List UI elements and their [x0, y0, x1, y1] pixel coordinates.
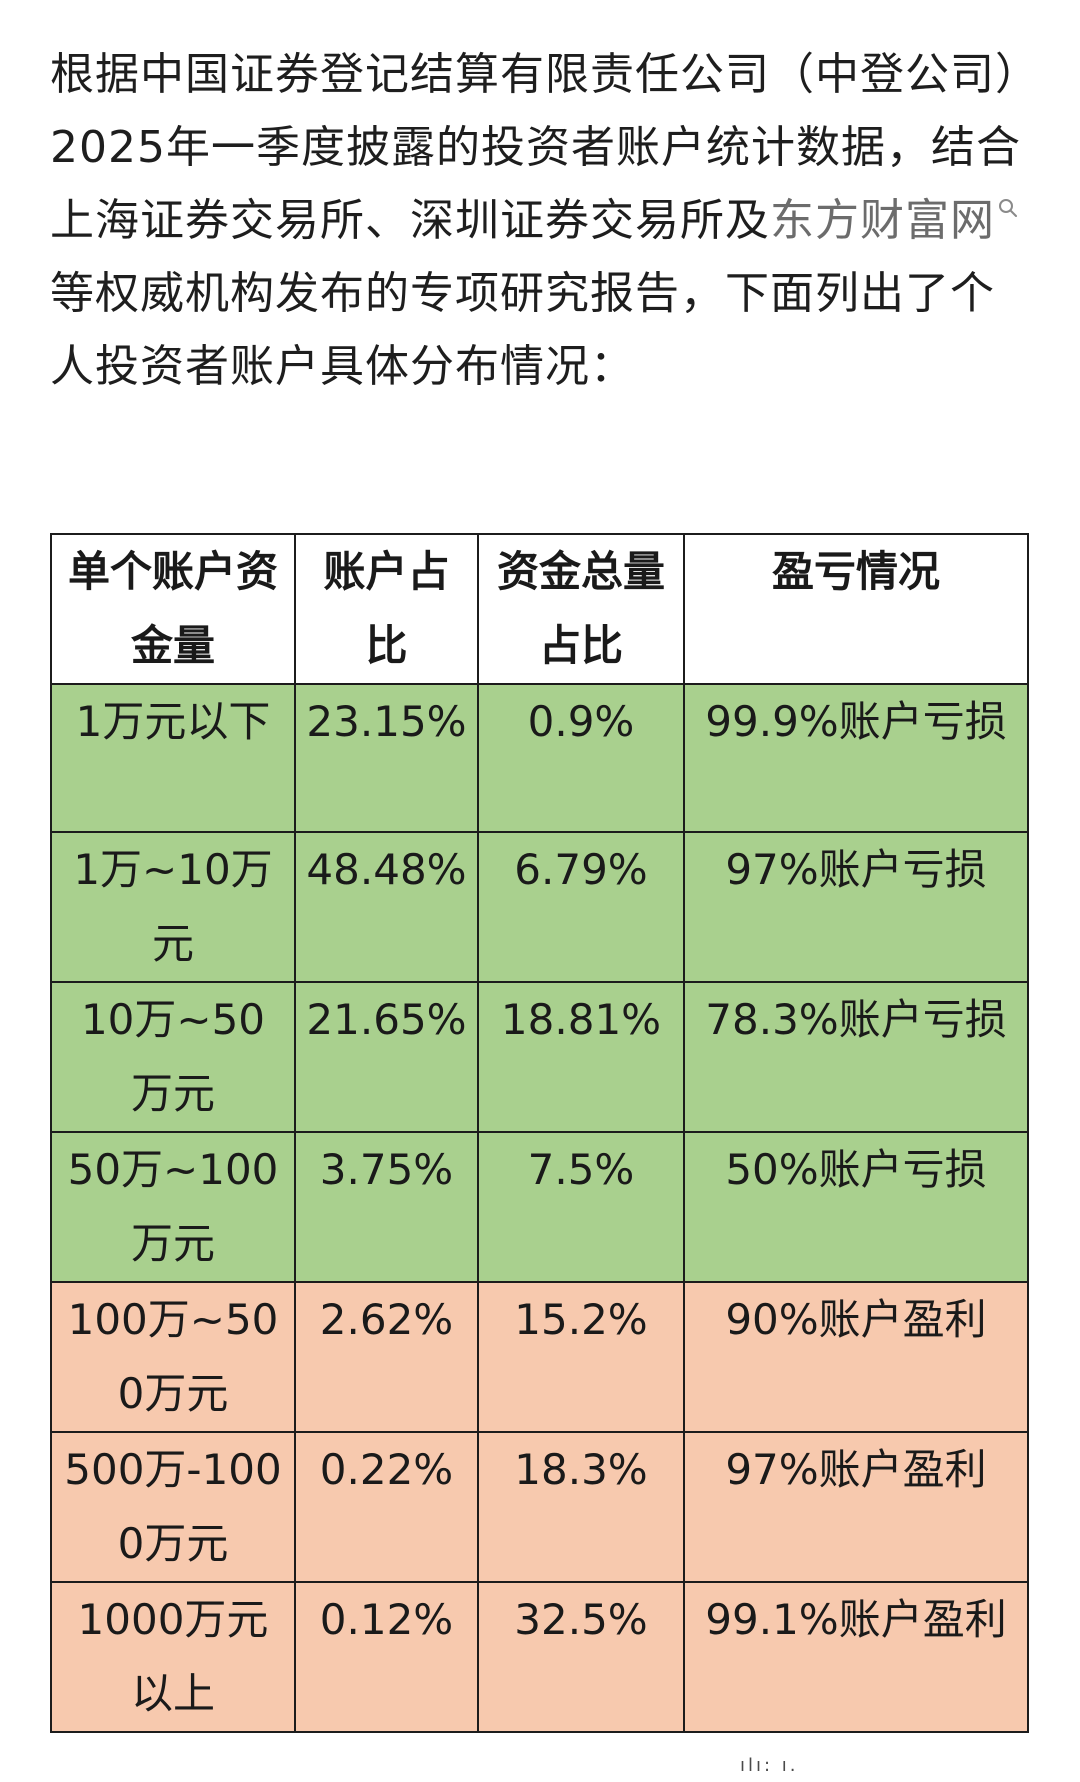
source-link[interactable]: 东方财富网: [770, 195, 995, 246]
table-row: 500万-1000万元 0.22% 18.3% 97%账户盈利: [50, 1431, 1029, 1583]
cell-fund-size: 500万-1000万元: [50, 1431, 296, 1583]
account-distribution-table: 单个账户资金量 账户占比 资金总量占比 盈亏情况 1万元以下 23.15% 0.…: [50, 533, 1029, 1733]
cell-profit-loss: 78.3%账户亏损: [683, 981, 1029, 1133]
cell-account-share: 3.75%: [294, 1131, 479, 1283]
cell-account-share: 0.22%: [294, 1431, 479, 1583]
header-account-share: 账户占比: [294, 533, 479, 685]
cell-fund-size: 1万元以下: [50, 683, 296, 833]
cell-profit-loss: 50%账户亏损: [683, 1131, 1029, 1283]
search-icon[interactable]: [997, 197, 1019, 219]
intro-text-after: 等权威机构发布的专项研究报告，下面列出了个人投资者账户具体分布情况：: [50, 268, 995, 392]
cell-fund-share: 6.79%: [477, 831, 685, 983]
cell-profit-loss: 99.9%账户亏损: [683, 683, 1029, 833]
table-row: 1万元以下 23.15% 0.9% 99.9%账户亏损: [50, 683, 1029, 833]
table-header-row: 单个账户资金量 账户占比 资金总量占比 盈亏情况: [50, 533, 1029, 685]
cell-profit-loss: 97%账户亏损: [683, 831, 1029, 983]
cell-fund-size: 50万~100万元: [50, 1131, 296, 1283]
header-fund-size: 单个账户资金量: [50, 533, 296, 685]
cell-account-share: 2.62%: [294, 1281, 479, 1433]
cell-account-share: 0.12%: [294, 1581, 479, 1733]
watermark: ılı: ı.: [740, 1755, 799, 1776]
cell-fund-share: 32.5%: [477, 1581, 685, 1733]
cell-account-share: 23.15%: [294, 683, 479, 833]
cell-fund-size: 1000万元以上: [50, 1581, 296, 1733]
cell-fund-size: 1万~10万元: [50, 831, 296, 983]
cell-account-share: 21.65%: [294, 981, 479, 1133]
cell-profit-loss: 90%账户盈利: [683, 1281, 1029, 1433]
intro-text-before: 根据中国证券登记结算有限责任公司（中登公司）2025年一季度披露的投资者账户统计…: [50, 49, 1021, 246]
cell-profit-loss: 97%账户盈利: [683, 1431, 1029, 1583]
cell-fund-share: 0.9%: [477, 683, 685, 833]
table-row: 1000万元以上 0.12% 32.5% 99.1%账户盈利: [50, 1581, 1029, 1733]
cell-fund-share: 18.3%: [477, 1431, 685, 1583]
cell-fund-size: 10万~50万元: [50, 981, 296, 1133]
cell-fund-share: 7.5%: [477, 1131, 685, 1283]
table-row: 10万~50万元 21.65% 18.81% 78.3%账户亏损: [50, 981, 1029, 1133]
intro-paragraph: 根据中国证券登记结算有限责任公司（中登公司）2025年一季度披露的投资者账户统计…: [50, 38, 1030, 403]
header-profit-loss: 盈亏情况: [683, 533, 1029, 685]
cell-fund-share: 15.2%: [477, 1281, 685, 1433]
cell-account-share: 48.48%: [294, 831, 479, 983]
cell-profit-loss: 99.1%账户盈利: [683, 1581, 1029, 1733]
table-row: 50万~100万元 3.75% 7.5% 50%账户亏损: [50, 1131, 1029, 1283]
table-row: 1万~10万元 48.48% 6.79% 97%账户亏损: [50, 831, 1029, 983]
header-fund-share: 资金总量占比: [477, 533, 685, 685]
cell-fund-share: 18.81%: [477, 981, 685, 1133]
cell-fund-size: 100万~500万元: [50, 1281, 296, 1433]
table-row: 100万~500万元 2.62% 15.2% 90%账户盈利: [50, 1281, 1029, 1433]
